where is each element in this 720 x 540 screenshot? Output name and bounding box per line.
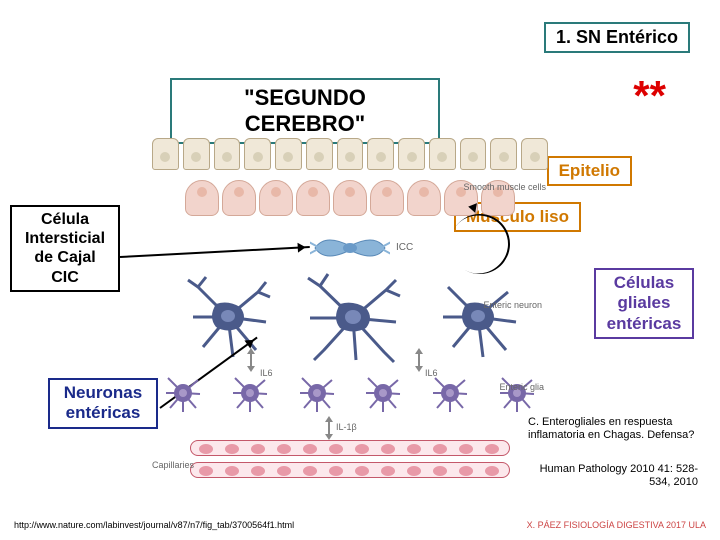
credit-text: X. PÁEZ FISIOLOGÍA DIGESTIVA 2017 ULA: [527, 520, 706, 530]
capillary-cell: [407, 466, 421, 476]
smooth-muscle-cell: [333, 180, 367, 216]
capillary-1: [190, 440, 510, 456]
diagram-area: Smooth muscle cells ICC Enteric neuron I…: [150, 122, 550, 492]
epithelium-cell: [150, 122, 181, 170]
capillary-cell: [303, 466, 317, 476]
capillary-cell: [199, 466, 213, 476]
capillary-cell: [355, 466, 369, 476]
epithelium-cell: [365, 122, 396, 170]
epithelium-cell: [212, 122, 243, 170]
enteric-neuron-caption: Enteric neuron: [483, 300, 542, 310]
smooth-muscle-cell: [370, 180, 404, 216]
cic-label: Célula Intersticial de Cajal CIC: [10, 205, 120, 292]
capillary-cell: [251, 444, 265, 454]
neuronas-label: Neuronas entéricas: [48, 378, 158, 429]
capillary-cell: [485, 444, 499, 454]
capillary-row: [190, 440, 510, 480]
capillary-2: [190, 462, 510, 478]
glia-row: [150, 370, 550, 418]
epithelium-cell: [396, 122, 427, 170]
epithelium-cell: [304, 122, 335, 170]
epithelium-cell: [458, 122, 489, 170]
capillary-cell: [277, 444, 291, 454]
epithelium-cell: [181, 122, 212, 170]
capillary-cell: [329, 466, 343, 476]
footnote-2: Human Pathology 2010 41: 528-534, 2010: [528, 463, 698, 489]
capillary-cell: [251, 466, 265, 476]
neuron-3: [428, 272, 528, 362]
capillary-cell: [277, 466, 291, 476]
source-url: http://www.nature.com/labinvest/journal/…: [14, 520, 294, 530]
smooth-muscle-cell: [222, 180, 256, 216]
smooth-muscle-cell: [185, 180, 219, 216]
capillary-cell: [485, 466, 499, 476]
capillary-cell: [303, 444, 317, 454]
il1b-label: IL-1β: [336, 422, 357, 432]
title-box: 1. SN Entérico: [544, 22, 690, 53]
signal-arrow-3: [328, 418, 330, 438]
epithelium-row: [150, 122, 550, 170]
gliales-label: Células gliales entéricas: [594, 268, 694, 339]
glia-cell: [494, 370, 540, 418]
capillary-cell: [199, 444, 213, 454]
glia-cell: [427, 370, 473, 418]
smooth-muscle-cell: [259, 180, 293, 216]
footnote-1: C. Enterogliales en respuesta inflamator…: [528, 416, 698, 442]
capillary-cell: [459, 466, 473, 476]
capillary-cell: [355, 444, 369, 454]
signal-arrow-1: [250, 350, 252, 370]
glia-caption: Enteric glia: [499, 382, 544, 392]
epithelium-cell: [427, 122, 458, 170]
icc-cell: [310, 228, 390, 268]
neuron-2: [298, 270, 408, 365]
capillary-cell: [329, 444, 343, 454]
asterisk-mark: **: [633, 72, 666, 120]
capillary-cell: [225, 466, 239, 476]
smooth-muscle-cell: [296, 180, 330, 216]
capillary-caption: Capillaries: [152, 460, 194, 470]
epithelium-cell: [242, 122, 273, 170]
capillary-cell: [381, 444, 395, 454]
epithelium-cell: [519, 122, 550, 170]
epitelio-label: Epitelio: [547, 156, 632, 186]
epithelium-cell: [488, 122, 519, 170]
capillary-cell: [225, 444, 239, 454]
neuron-1: [178, 272, 278, 362]
capillary-cell: [433, 444, 447, 454]
glia-cell: [294, 370, 340, 418]
capillary-cell: [433, 466, 447, 476]
signal-arrow-2: [418, 350, 420, 370]
capillary-cell: [459, 444, 473, 454]
glia-cell: [227, 370, 273, 418]
arrow-cic: [120, 246, 310, 258]
smooth-muscle-cell: [407, 180, 441, 216]
capillary-cell: [407, 444, 421, 454]
epithelium-cell: [335, 122, 366, 170]
capillary-cell: [381, 466, 395, 476]
icc-caption: ICC: [396, 242, 413, 253]
glia-cell: [360, 370, 406, 418]
smooth-muscle-caption: Smooth muscle cells: [463, 182, 546, 192]
epithelium-cell: [273, 122, 304, 170]
glia-cell: [160, 370, 206, 418]
